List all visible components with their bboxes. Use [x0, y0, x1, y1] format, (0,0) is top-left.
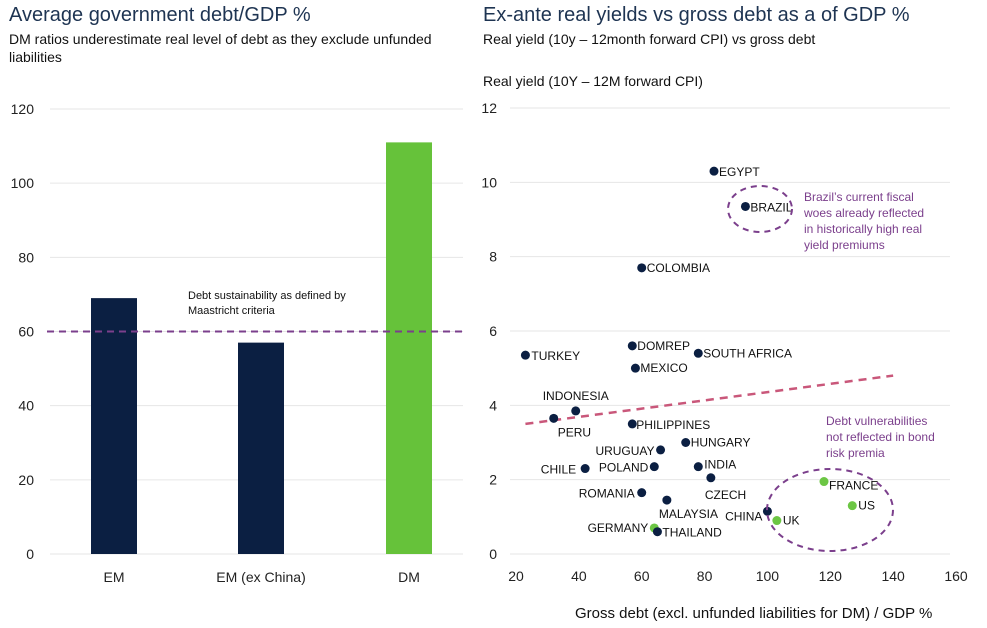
point-uruguay [656, 445, 666, 455]
right-y-tick-label: 0 [489, 546, 497, 562]
right-x-tick-label: 120 [819, 568, 843, 584]
right-x-tick-label: 80 [697, 568, 713, 584]
left-y-tick-label: 20 [18, 472, 34, 488]
left-y-tick-label: 40 [18, 398, 34, 414]
point-label-peru: PERU [558, 425, 591, 439]
maastricht-label: Debt sustainability as defined by [188, 290, 346, 302]
point-colombia [637, 263, 647, 273]
right-y-tick-label: 10 [481, 174, 497, 190]
right-x-tick-label: 160 [944, 568, 968, 584]
point-hungary [681, 438, 691, 447]
left-y-tick-label: 100 [11, 175, 35, 191]
point-label-mexico: MEXICO [640, 361, 687, 375]
right-x-tick-label: 40 [571, 568, 587, 584]
left-chart-subtitle: DM ratios underestimate real level of de… [9, 31, 432, 65]
debt-vulnerabilities-annotation-text: risk premia [826, 446, 885, 460]
point-india [693, 462, 703, 472]
point-brazil [740, 201, 750, 211]
point-label-uruguay: URUGUAY [595, 444, 654, 458]
point-egypt [709, 166, 719, 176]
point-label-poland: POLAND [599, 461, 649, 475]
point-label-germany: GERMANY [588, 521, 649, 535]
point-peru [549, 413, 559, 423]
brazil-annotation-text: woes already reflected [803, 206, 924, 220]
point-label-china: CHINA [725, 509, 762, 523]
point-label-hungary: HUNGARY [691, 436, 751, 450]
point-label-czech: CZECH [705, 488, 746, 502]
point-romania [637, 488, 647, 498]
left-y-tick-label: 0 [26, 546, 34, 562]
maastricht-label: Maastricht criteria [188, 305, 276, 317]
point-label-south-africa: SOUTH AFRICA [703, 346, 792, 360]
brazil-annotation-text: Brazil’s current fiscal [804, 190, 914, 204]
point-label-chile: CHILE [541, 463, 576, 477]
point-philippines [627, 419, 637, 429]
debt-vulnerabilities-annotation-text: Debt vulnerabilities [826, 414, 927, 428]
right-chart-ylabel: Real yield (10Y – 12M forward CPI) [483, 73, 703, 89]
point-label-turkey: TURKEY [531, 349, 580, 363]
point-czech [706, 473, 716, 483]
right-chart-xlabel: Gross debt (excl. unfunded liabilities f… [575, 605, 933, 622]
left-x-tick-label: EM (ex China) [216, 569, 305, 585]
point-poland [649, 462, 659, 472]
point-indonesia [571, 406, 581, 416]
bar-em [91, 298, 137, 554]
right-y-tick-label: 8 [489, 249, 497, 265]
point-label-thailand: THAILAND [662, 526, 722, 540]
point-label-uk: UK [783, 514, 800, 528]
point-label-egypt: EGYPT [719, 165, 760, 179]
point-label-romania: ROMANIA [579, 487, 635, 501]
trend-line [525, 374, 894, 426]
left-y-tick-label: 80 [18, 249, 34, 265]
brazil-annotation-text: in historically high real [804, 222, 922, 236]
right-x-tick-label: 140 [881, 568, 905, 584]
point-us [847, 501, 857, 511]
point-chile [580, 464, 590, 474]
point-label-brazil: BRAZIL [750, 200, 792, 214]
point-label-domrep: DOMREP [637, 339, 690, 353]
point-uk [772, 516, 782, 526]
brazil-annotation-text: yield premiums [804, 238, 885, 252]
point-mexico [630, 363, 640, 373]
right-y-tick-label: 6 [489, 323, 497, 339]
point-thailand [652, 527, 662, 537]
point-turkey [520, 350, 530, 360]
point-label-france: FRANCE [829, 479, 878, 493]
bar-dm [386, 142, 432, 554]
point-domrep [627, 341, 637, 351]
point-china [762, 506, 772, 516]
left-y-tick-label: 120 [11, 101, 35, 117]
point-label-indonesia: INDONESIA [543, 389, 609, 403]
left-x-tick-label: DM [398, 569, 420, 585]
right-x-tick-label: 20 [508, 568, 524, 584]
right-chart-title: Ex-ante real yields vs gross debt as a o… [483, 4, 910, 26]
dm-highlight-circle [766, 468, 894, 552]
point-label-india: INDIA [704, 458, 736, 472]
bar-em-ex-china [238, 342, 284, 554]
point-malaysia [662, 495, 672, 505]
debt-vulnerabilities-annotation-text: not reflected in bond [826, 430, 935, 444]
point-south-africa [693, 348, 703, 358]
point-label-malaysia: MALAYSIA [659, 507, 718, 521]
left-chart-title: Average government debt/GDP % [9, 4, 311, 26]
left-x-tick-label: EM [104, 569, 125, 585]
right-x-tick-label: 60 [634, 568, 650, 584]
right-x-tick-label: 100 [756, 568, 780, 584]
point-label-us: US [858, 499, 875, 513]
right-chart-subtitle: Real yield (10y – 12month forward CPI) v… [483, 31, 816, 47]
point-france [819, 477, 829, 487]
left-y-tick-label: 60 [18, 324, 34, 340]
brazil-highlight-circle [727, 185, 793, 233]
right-y-tick-label: 2 [489, 472, 497, 488]
point-label-philippines: PHILIPPINES [636, 418, 710, 432]
right-y-tick-label: 12 [481, 100, 497, 116]
right-y-tick-label: 4 [489, 397, 497, 413]
point-label-colombia: COLOMBIA [647, 261, 710, 275]
